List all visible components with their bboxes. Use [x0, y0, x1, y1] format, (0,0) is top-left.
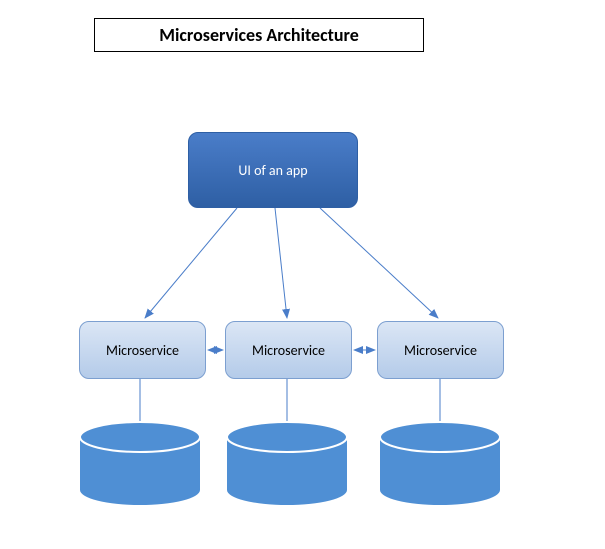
database-cylinder-db2	[227, 422, 347, 505]
microservice-node-1: Microservice	[79, 321, 206, 379]
cylinders-group	[80, 422, 500, 505]
diagram-svg-layer	[0, 0, 605, 549]
diagram-title: Microservices Architecture	[94, 18, 424, 52]
microservice-2-label: Microservice	[252, 342, 325, 359]
ui-node: UI of an app	[188, 132, 358, 208]
edge-ui-ms3	[320, 208, 438, 318]
diagram-title-text: Microservices Architecture	[159, 24, 359, 46]
edge-ui-ms2	[275, 208, 287, 318]
microservice-node-3: Microservice	[377, 321, 504, 379]
microservice-3-label: Microservice	[404, 342, 477, 359]
database-cylinder-db1	[80, 422, 200, 505]
microservice-node-2: Microservice	[225, 321, 352, 379]
ui-node-label: UI of an app	[238, 162, 307, 179]
database-cylinder-db3	[380, 422, 500, 505]
edge-ui-ms1	[145, 208, 237, 318]
microservice-1-label: Microservice	[106, 342, 179, 359]
